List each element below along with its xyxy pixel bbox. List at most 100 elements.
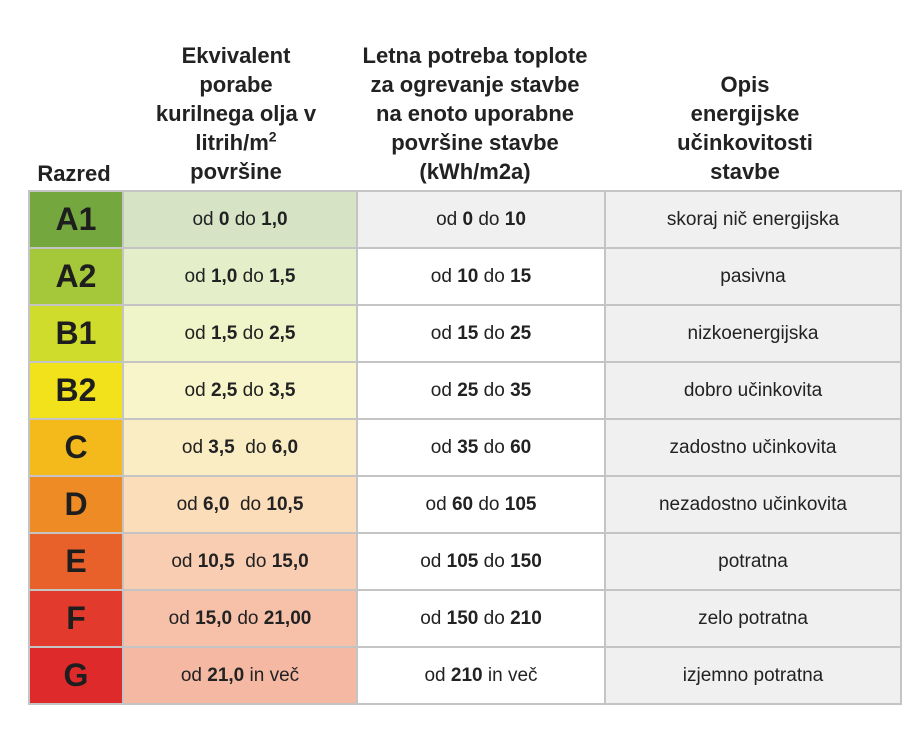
oil-part: do [229, 208, 262, 230]
heat-part: 60 [510, 436, 532, 458]
oil-part: 21,00 [263, 607, 312, 629]
desc-cell: nezadostno učinkovita [604, 475, 902, 534]
oil-part: 21,0 [207, 664, 245, 686]
desc-cell: pasivna [604, 247, 902, 306]
oil-part: in več [244, 664, 300, 686]
header-oil-sup: 2 [268, 128, 277, 145]
heat-part: od [420, 607, 447, 629]
header-desc: Opis energijske učinkovitosti stavbe [677, 72, 813, 184]
oil-part: 2,5 [269, 322, 296, 344]
table-body: A1 od 0 do 1,0 od 0 do 10 skoraj nič energi… [28, 190, 902, 705]
oil-part: 1,5 [269, 265, 296, 287]
heat-part: 25 [457, 379, 479, 401]
header-oil: Ekvivalent porabe kurilnega olja v litri… [120, 41, 352, 190]
oil-part: 0 [218, 208, 230, 230]
oil-part: do [237, 322, 270, 344]
oil-part: od [184, 379, 211, 401]
heat-part: 35 [510, 379, 532, 401]
heat-cell: od 35 do 60 [356, 418, 606, 477]
grade-cell: D [28, 475, 124, 534]
grade-cell: B2 [28, 361, 124, 420]
oil-cell: od 15,0 do 21,00 [122, 589, 358, 648]
heat-part: in več [482, 664, 538, 686]
oil-part: od [184, 265, 211, 287]
oil-part: od [184, 322, 211, 344]
header-oil-after: površine [190, 159, 282, 184]
oil-part: 15,0 [271, 550, 309, 572]
oil-cell: od 3,5 do 6,0 [122, 418, 358, 477]
oil-part: 1,5 [210, 322, 238, 344]
table-row: B1 od 1,5 do 2,5 od 15 do 25 nizkoenergijsk… [28, 304, 902, 363]
oil-part: od [181, 436, 209, 458]
oil-part: do [229, 493, 267, 515]
heat-part: 105 [446, 550, 479, 572]
oil-cell: od 10,5 do 15,0 [122, 532, 358, 591]
oil-part: 1,0 [210, 265, 238, 287]
oil-cell: od 21,0 in več [122, 646, 358, 705]
energy-table: Razred Ekvivalent porabe kurilnega olja … [28, 14, 902, 705]
oil-cell: od 1,0 do 1,5 [122, 247, 358, 306]
heat-cell: od 10 do 15 [356, 247, 606, 306]
heat-part: 150 [446, 607, 479, 629]
oil-part: do [234, 436, 272, 458]
oil-part: 3,5 [269, 379, 296, 401]
grade-cell: A2 [28, 247, 124, 306]
heat-part: od [436, 208, 463, 230]
oil-part: do [234, 550, 272, 572]
heat-part: 15 [457, 322, 479, 344]
desc-cell: izjemno potratna [604, 646, 902, 705]
oil-part: 3,5 [208, 436, 235, 458]
oil-part: do [237, 379, 270, 401]
desc-cell: potratna [604, 532, 902, 591]
oil-part: do [237, 265, 270, 287]
oil-part: 6,0 [203, 493, 230, 515]
heat-part: do [478, 607, 511, 629]
heat-part: 10 [504, 208, 526, 230]
oil-part: 2,5 [210, 379, 238, 401]
table-row: B2 od 2,5 do 3,5 od 25 do 35 dobro učinkovi… [28, 361, 902, 420]
heat-part: 210 [450, 664, 483, 686]
heat-part: 105 [504, 493, 537, 515]
grade-cell: E [28, 532, 124, 591]
desc-cell: nizkoenergijska [604, 304, 902, 363]
oil-part: 6,0 [271, 436, 299, 458]
heat-part: 10 [457, 265, 479, 287]
oil-part: od [168, 607, 196, 629]
oil-cell: od 0 do 1,0 [122, 190, 358, 249]
heat-part: 15 [510, 265, 532, 287]
oil-part: od [171, 550, 198, 572]
heat-part: do [478, 436, 511, 458]
heat-part: do [473, 493, 505, 515]
oil-part: 10,5 [197, 550, 235, 572]
oil-part: 1,0 [261, 208, 288, 230]
header-oil-text: Ekvivalent porabe kurilnega olja v litri… [155, 43, 317, 155]
heat-cell: od 25 do 35 [356, 361, 606, 420]
heat-part: od [425, 493, 452, 515]
heat-cell: od 210 in več [356, 646, 606, 705]
oil-part: 10,5 [266, 493, 304, 515]
heat-cell: od 0 do 10 [356, 190, 606, 249]
grade-cell: A1 [28, 190, 124, 249]
heat-part: do [473, 208, 505, 230]
heat-part: od [430, 436, 458, 458]
heat-cell: od 150 do 210 [356, 589, 606, 648]
heat-part: od [430, 322, 458, 344]
desc-cell: zadostno učinkovita [604, 418, 902, 477]
table-header: Razred Ekvivalent porabe kurilnega olja … [28, 14, 892, 190]
desc-cell: zelo potratna [604, 589, 902, 648]
heat-part: od [424, 664, 451, 686]
desc-cell: skoraj nič energijska [604, 190, 902, 249]
heat-part: 0 [462, 208, 474, 230]
heat-part: do [478, 322, 511, 344]
header-heat: Letna potreba toplote za ogrevanje stavb… [362, 43, 588, 184]
oil-cell: od 1,5 do 2,5 [122, 304, 358, 363]
grade-cell: G [28, 646, 124, 705]
heat-part: 25 [510, 322, 532, 344]
oil-part: 15,0 [195, 607, 233, 629]
table-row: A2 od 1,0 do 1,5 od 10 do 15 pasivna [28, 247, 902, 306]
